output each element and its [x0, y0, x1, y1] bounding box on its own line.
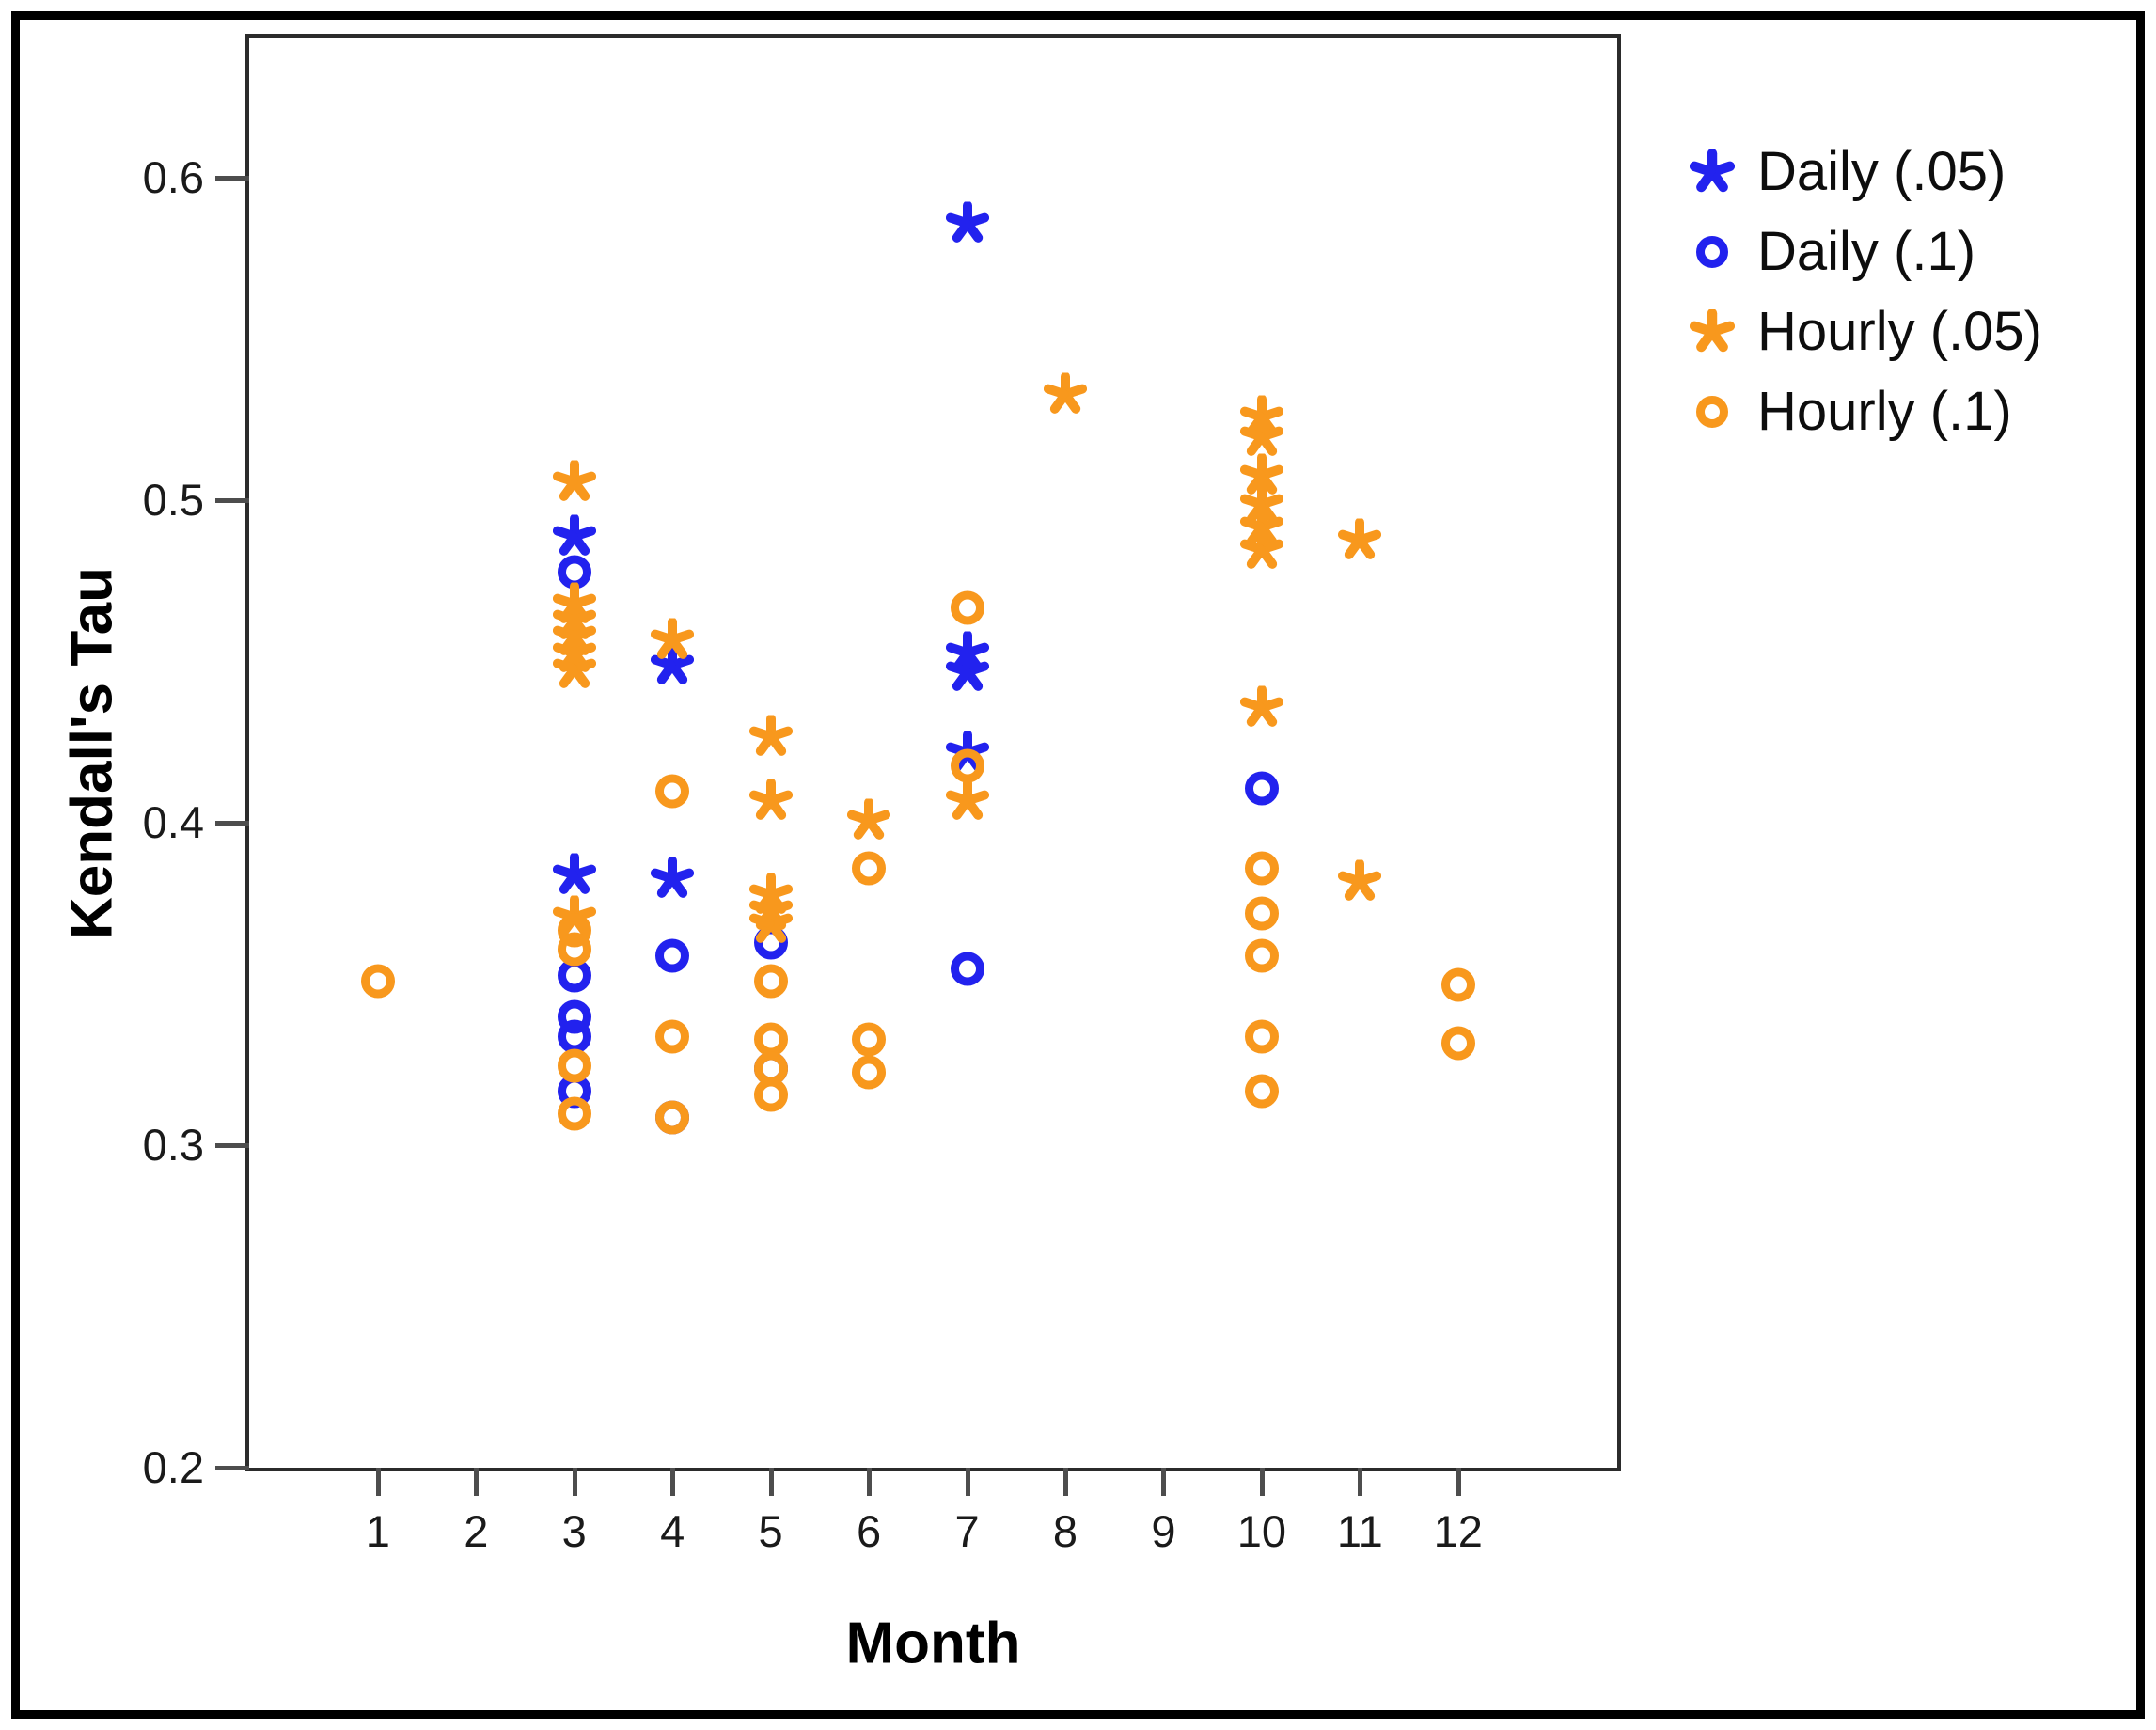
data-point [557, 1096, 591, 1136]
x-tick-label: 3 [561, 1506, 587, 1556]
data-point [655, 774, 690, 813]
data-point [651, 617, 695, 666]
x-axis-label: Month [845, 1611, 1021, 1676]
x-tick-line [474, 1468, 480, 1496]
data-point [1239, 684, 1283, 733]
y-axis-label: Kendall's Tau [59, 566, 125, 939]
data-point [1244, 851, 1279, 890]
data-point [753, 1077, 788, 1116]
legend-item: Hourly (.05) [1688, 291, 2042, 372]
x-tick-label: 12 [1433, 1506, 1483, 1556]
x-tick-line [1259, 1468, 1265, 1496]
data-point [651, 642, 695, 692]
data-point [552, 459, 596, 508]
y-tick-label: 0.6 [142, 151, 204, 202]
data-point [1239, 414, 1283, 463]
data-point [748, 901, 793, 950]
x-tick-label: 9 [1151, 1506, 1176, 1556]
x-tick-line [1358, 1468, 1363, 1496]
data-point [552, 646, 596, 695]
x-tick-label: 5 [758, 1506, 783, 1556]
data-point [655, 938, 690, 978]
data-point [852, 1055, 887, 1093]
x-tick-line [1161, 1468, 1167, 1496]
figure-border [11, 11, 2145, 1719]
x-tick-label: 6 [857, 1506, 882, 1556]
x-tick-line [768, 1468, 774, 1496]
data-point [1244, 1074, 1279, 1113]
x-tick-line [965, 1468, 970, 1496]
y-tick-label: 0.2 [142, 1442, 204, 1492]
data-point [1244, 771, 1279, 810]
data-point [950, 748, 984, 787]
data-point [1244, 896, 1279, 936]
data-point [1440, 1026, 1475, 1064]
x-tick-label: 10 [1236, 1506, 1287, 1556]
legend-label: Hourly (.1) [1757, 381, 2012, 442]
y-tick-line [215, 175, 249, 181]
data-point [552, 852, 596, 902]
data-point [1338, 517, 1382, 566]
data-point [1338, 858, 1382, 908]
data-point [655, 1019, 690, 1058]
legend-item: Daily (.1) [1688, 212, 1975, 292]
legend-label: Daily (.1) [1757, 221, 1976, 282]
data-point [950, 952, 984, 990]
star-icon [1688, 149, 1737, 195]
data-point [1440, 967, 1475, 1006]
legend-label: Daily (.05) [1757, 141, 2006, 202]
data-point [950, 590, 984, 629]
data-point [748, 778, 793, 827]
y-tick-label: 0.4 [142, 796, 204, 847]
x-tick-label: 7 [954, 1506, 980, 1556]
data-point [557, 1048, 591, 1087]
x-tick-line [867, 1468, 873, 1496]
data-point [1239, 527, 1283, 575]
data-point [748, 714, 793, 763]
legend-label: Hourly (.05) [1757, 301, 2042, 362]
y-tick-label: 0.5 [142, 474, 204, 525]
x-tick-line [572, 1468, 577, 1496]
y-tick-line [215, 497, 249, 503]
x-tick-line [1456, 1468, 1461, 1496]
y-tick-line [215, 1466, 249, 1470]
data-point [753, 964, 788, 1003]
legend-item: Hourly (.1) [1688, 371, 2012, 452]
data-point [1244, 1019, 1279, 1058]
data-point [852, 851, 887, 890]
data-point [651, 856, 695, 904]
data-point [945, 649, 989, 699]
data-point [945, 200, 989, 250]
x-tick-label: 1 [365, 1506, 390, 1556]
plot-area [245, 34, 1621, 1471]
y-tick-line [215, 820, 249, 826]
data-point [1239, 452, 1283, 501]
x-tick-line [670, 1468, 676, 1496]
x-tick-label: 8 [1052, 1506, 1078, 1556]
y-tick-label: 0.3 [142, 1119, 204, 1170]
data-point [945, 778, 989, 827]
data-point [655, 1100, 690, 1139]
x-tick-line [375, 1468, 381, 1496]
data-point [847, 797, 891, 846]
circle-icon [1688, 236, 1737, 268]
data-point [360, 964, 395, 1003]
data-point [852, 1022, 887, 1062]
data-point [552, 513, 596, 563]
legend-item: Daily (.05) [1688, 132, 2006, 212]
x-tick-label: 4 [660, 1506, 685, 1556]
circle-icon [1688, 396, 1737, 428]
data-point [1244, 938, 1279, 978]
x-tick-line [1062, 1468, 1068, 1496]
x-tick-label: 11 [1336, 1506, 1383, 1556]
x-tick-label: 2 [464, 1506, 489, 1556]
y-tick-line [215, 1142, 249, 1148]
data-point [557, 932, 591, 971]
star-icon [1688, 309, 1737, 354]
data-point [1043, 371, 1088, 421]
